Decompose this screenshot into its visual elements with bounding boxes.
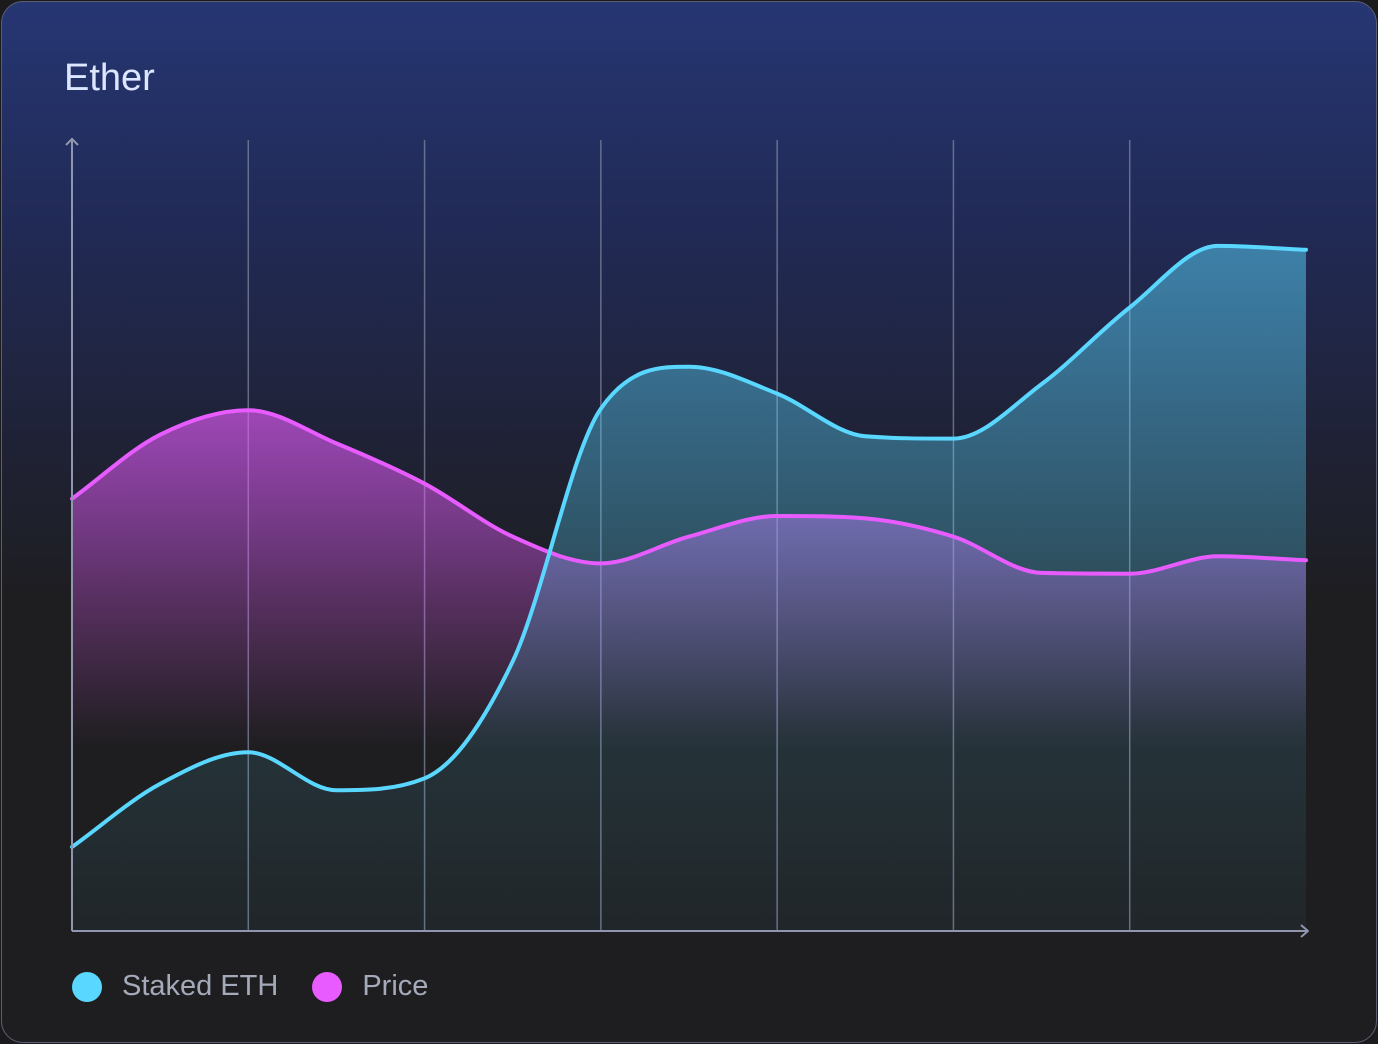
- series-area-staked-eth: [72, 245, 1306, 930]
- series-line-staked-eth: [70, 243, 1308, 849]
- legend-label-price: Price: [362, 970, 429, 1002]
- legend-swatch-price: [312, 971, 343, 1002]
- series-areas: [72, 245, 1306, 930]
- axes: [65, 138, 1309, 938]
- series-lines: [70, 243, 1308, 849]
- chart-title: Ether: [64, 57, 155, 99]
- legend-swatch-staked-eth: [72, 971, 102, 1002]
- legend-item-price: Price: [312, 970, 428, 1003]
- legend: Staked ETH Price: [72, 970, 462, 1003]
- legend-label-staked-eth: Staked ETH: [122, 970, 279, 1002]
- series-line-price: [70, 408, 1308, 576]
- legend-item-staked-eth: Staked ETH: [72, 970, 278, 1003]
- y-axis-arrow: [65, 138, 79, 146]
- x-axis-arrow: [1300, 924, 1309, 938]
